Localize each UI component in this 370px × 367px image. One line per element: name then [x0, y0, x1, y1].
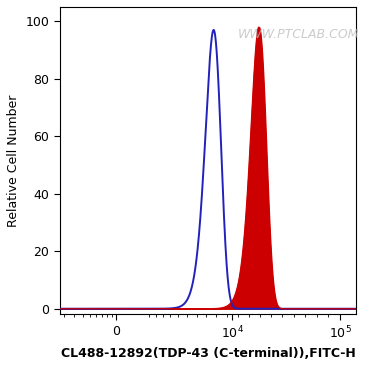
Text: WWW.PTCLAB.COM: WWW.PTCLAB.COM — [238, 29, 359, 41]
Y-axis label: Relative Cell Number: Relative Cell Number — [7, 95, 20, 227]
X-axis label: CL488-12892(TDP-43 (C-terminal)),FITC-H: CL488-12892(TDP-43 (C-terminal)),FITC-H — [61, 347, 356, 360]
